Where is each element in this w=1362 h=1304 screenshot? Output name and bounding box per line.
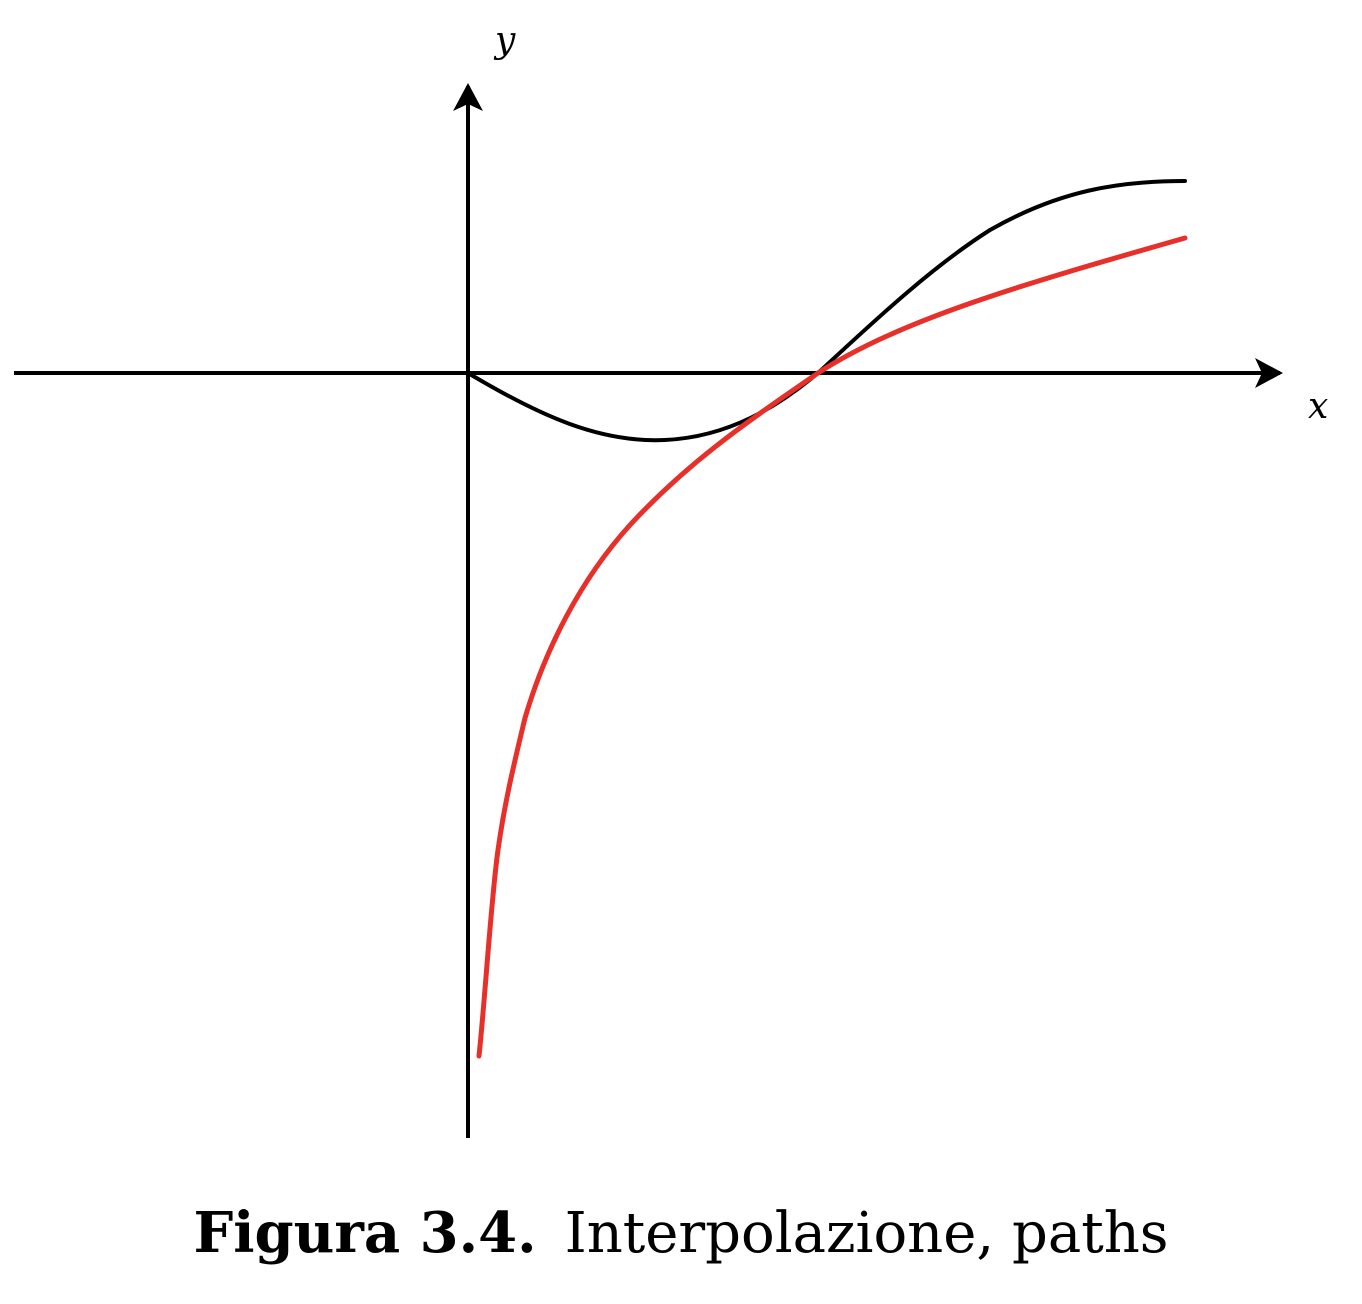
x-axis-arrowhead [1255,358,1283,388]
y-axis-arrowhead [453,83,483,111]
figure-caption: Figura 3.4. Interpolazione, paths [0,1200,1362,1266]
x-axis-label: x [1308,386,1328,427]
black-curve [466,179,1187,443]
caption-text: Interpolazione, paths [564,1201,1169,1266]
red-curve [476,235,1188,1059]
y-axis-label: y [493,20,516,61]
caption-number: Figura 3.4. [193,1200,537,1266]
